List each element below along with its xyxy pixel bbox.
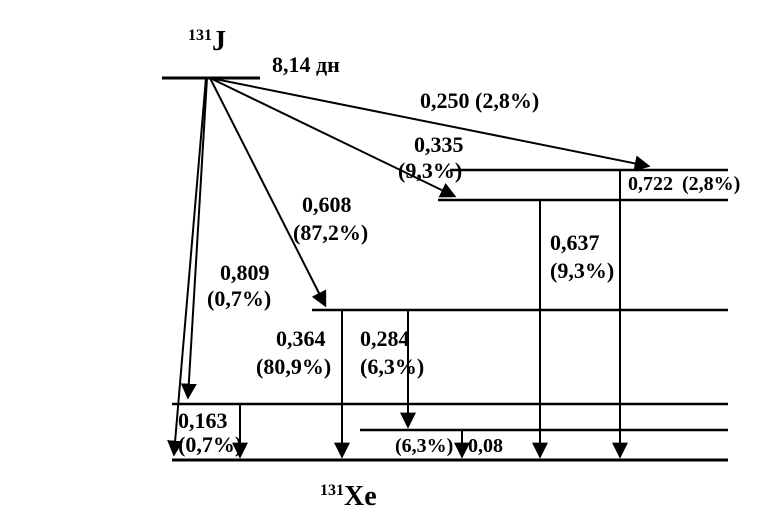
beta-arrow-4	[188, 78, 207, 397]
beta1-label: 0,250 (2,8%)	[420, 88, 539, 113]
beta4-energy-label: 0,809	[220, 260, 270, 285]
gamma-163-pct-label: (0,7%)	[178, 432, 242, 457]
beta3-pct-label: (87,2%)	[293, 220, 368, 245]
beta3-energy-label: 0,608	[302, 192, 352, 217]
half-life-label: 8,14 дн	[272, 52, 340, 77]
gamma-364-pct-label: (80,9%)	[256, 354, 331, 379]
gamma-364-energy-label: 0,364	[276, 326, 326, 351]
decay-scheme-diagram: 131J 8,14 дн 0,250 (2,8%) 0,335 (9,3%) 0…	[0, 0, 772, 522]
gamma-284-pct-label: (6,3%)	[360, 354, 424, 379]
gamma-722-pct-label: (2,8%)	[682, 173, 740, 195]
gamma-637-energy-label: 0,637	[550, 230, 600, 255]
gamma-08-pct-label: (6,3%)	[395, 435, 453, 457]
gamma-284-energy-label: 0,284	[360, 326, 410, 351]
beta4-pct-label: (0,7%)	[207, 286, 271, 311]
daughter-isotope-label: 131Xe	[320, 481, 377, 512]
gamma-722-energy-label: 0,722	[628, 173, 673, 195]
gamma-163-energy-label: 0,163	[178, 408, 228, 433]
beta2-pct-label: (9,3%)	[398, 158, 462, 183]
gamma-637-pct-label: (9,3%)	[550, 258, 614, 283]
parent-isotope-label: 131J	[188, 26, 226, 57]
beta-arrow-5	[174, 78, 206, 454]
beta2-energy-label: 0,335	[414, 132, 464, 157]
gamma-08-energy-label: 0,08	[468, 435, 503, 457]
